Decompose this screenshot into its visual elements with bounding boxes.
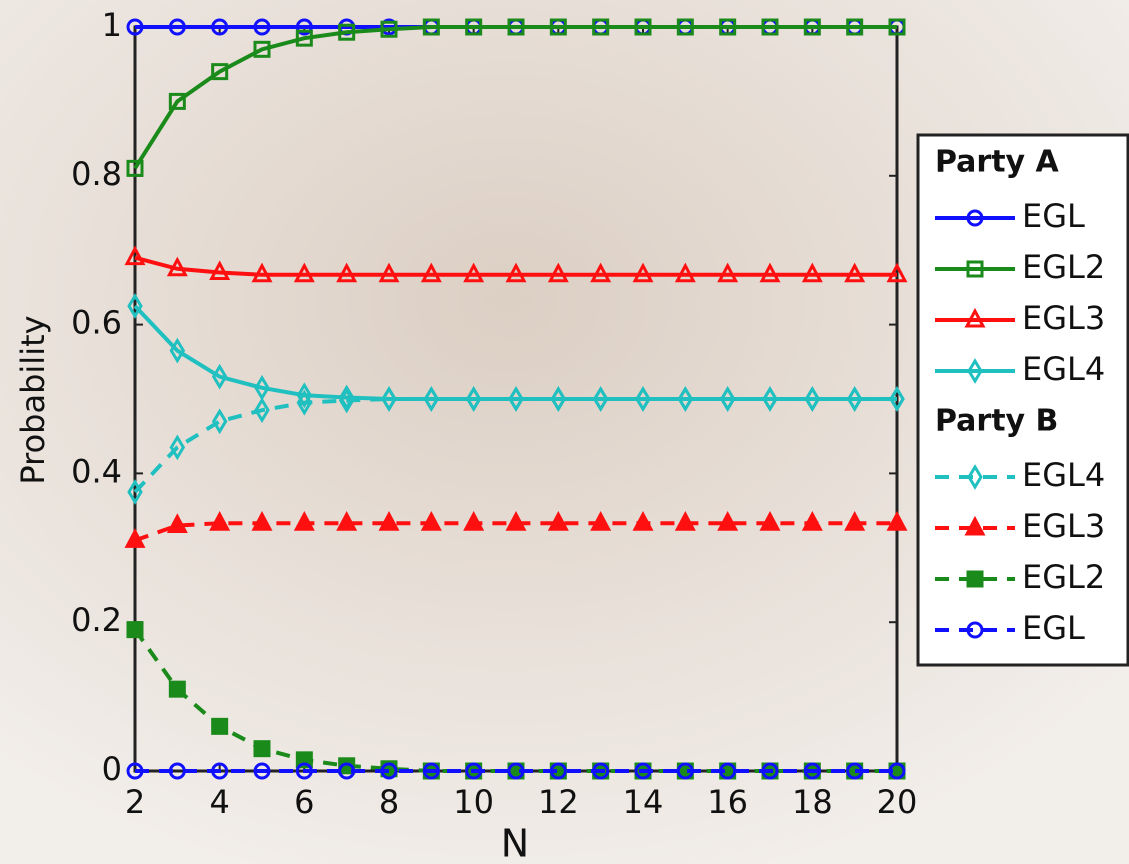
legend-title: Party B (935, 404, 1058, 439)
legend-label: EGL3 (1022, 299, 1105, 337)
legend-label: EGL2 (1022, 248, 1105, 286)
x-tick-label: 6 (294, 783, 314, 821)
legend-label: EGL4 (1022, 456, 1105, 494)
y-tick-label: 0.8 (71, 155, 122, 193)
y-tick-label: 0.4 (71, 452, 122, 490)
marker (170, 682, 184, 696)
x-tick-label: 18 (792, 783, 833, 821)
legend-label: EGL (1022, 197, 1085, 235)
y-tick-label: 0 (102, 750, 122, 788)
x-tick-label: 16 (707, 783, 748, 821)
y-tick-label: 0.6 (71, 304, 122, 342)
x-tick-label: 10 (453, 783, 494, 821)
x-axis-label: N (501, 822, 529, 864)
legend-label: EGL3 (1022, 507, 1105, 545)
y-axis-label: Probability (14, 315, 52, 484)
legend-label: EGL2 (1022, 558, 1105, 596)
marker (968, 572, 982, 586)
legend-label: EGL4 (1022, 350, 1105, 388)
marker (255, 742, 269, 756)
x-tick-label: 20 (877, 783, 918, 821)
y-tick-label: 0.2 (71, 601, 122, 639)
legend-title: Party A (935, 145, 1060, 180)
marker (128, 623, 142, 637)
chart: N Probability 00.20.40.60.81246810121416… (0, 0, 1129, 864)
y-tick-label: 1 (102, 6, 122, 44)
x-tick-label: 4 (209, 783, 229, 821)
x-tick-label: 14 (623, 783, 664, 821)
x-tick-label: 8 (379, 783, 399, 821)
marker (213, 719, 227, 733)
x-tick-label: 2 (125, 783, 145, 821)
x-tick-label: 12 (538, 783, 579, 821)
legend-label: EGL (1022, 609, 1085, 647)
